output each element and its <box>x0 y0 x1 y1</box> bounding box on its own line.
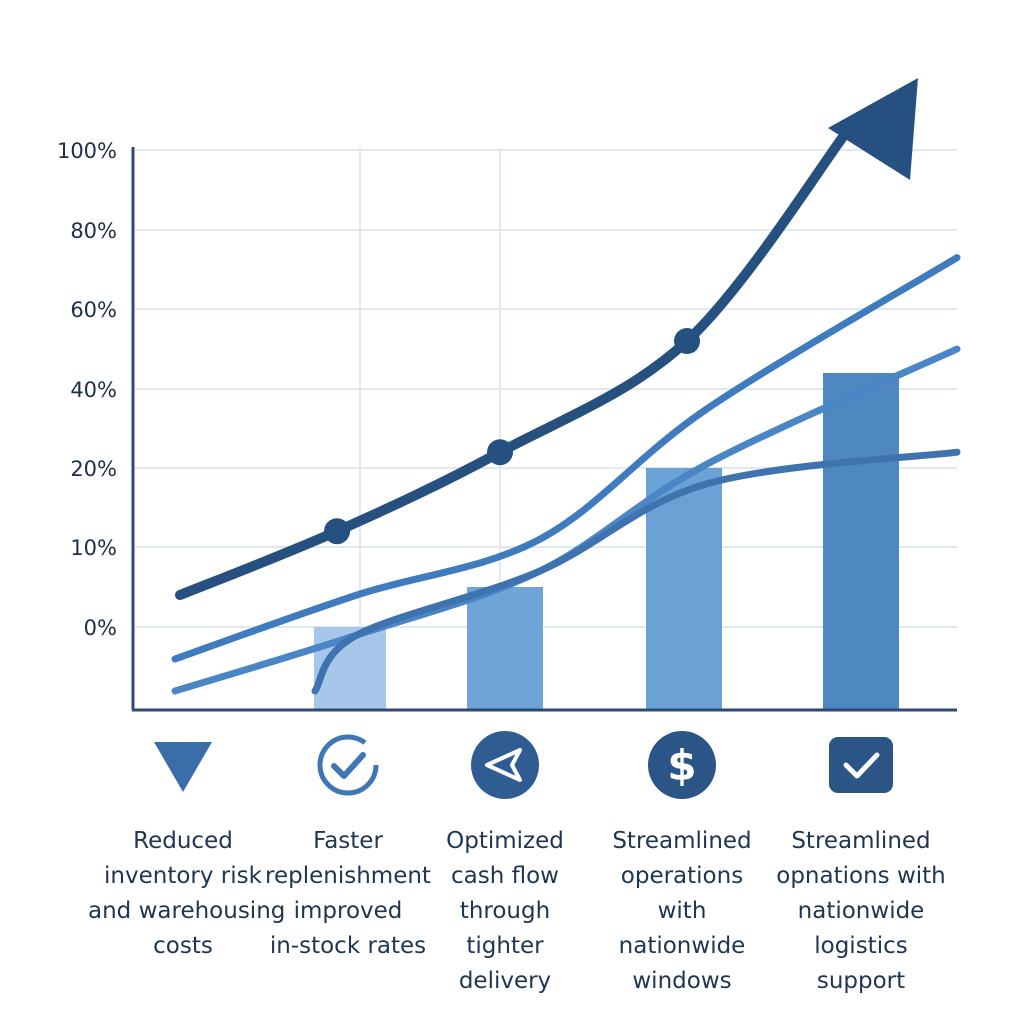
benefit-2: Faster replenishment improved in-stock r… <box>253 730 443 964</box>
check-circle-icon <box>317 734 379 796</box>
benefit-1: Reduced inventory risk and warehousing c… <box>88 730 286 964</box>
bar <box>646 468 722 709</box>
trend-arrow-head <box>828 78 918 180</box>
series-line-trend-4 <box>311 448 961 695</box>
svg-text:$: $ <box>667 741 696 790</box>
benefit-caption: Reduced inventory risk and warehousing c… <box>88 828 286 959</box>
benefit-caption: Optimized cash flow through tighter deli… <box>446 828 564 994</box>
data-point-marker <box>324 518 350 545</box>
send-arrow-icon <box>471 731 539 799</box>
y-tick-label: 10% <box>70 536 117 560</box>
y-tick-label: 20% <box>70 457 117 481</box>
benefit-4: $ Streamlined operations with nationwide… <box>587 730 777 999</box>
y-tick-label: 80% <box>70 219 117 243</box>
y-axis-ticks: 100% 80% 60% 40% 20% 10% 0% <box>57 139 117 640</box>
benefit-5: Streamlined opnations with nationwide lo… <box>766 730 956 999</box>
series-line-main-trend <box>175 125 853 600</box>
check-square-icon <box>829 737 893 793</box>
y-tick-label: 40% <box>70 378 117 402</box>
benefit-caption: Streamlined opnations with nationwide lo… <box>776 828 946 994</box>
bar <box>467 587 543 709</box>
y-tick-label: 0% <box>84 616 117 640</box>
y-tick-label: 100% <box>57 139 117 163</box>
y-tick-label: 60% <box>70 298 117 322</box>
benefit-caption: Faster replenishment improved in-stock r… <box>265 828 431 959</box>
line-series <box>171 78 961 695</box>
bar-series <box>314 373 899 709</box>
benefit-caption: Streamlined operations with nationwide w… <box>612 828 752 994</box>
series-line-trend-2 <box>171 254 961 663</box>
dollar-icon: $ <box>648 731 716 799</box>
data-point-marker <box>487 439 513 466</box>
triangle-down-icon <box>154 742 212 792</box>
bar <box>823 373 899 709</box>
data-point-marker <box>674 328 700 354</box>
benefit-3: Optimized cash flow through tighter deli… <box>410 730 600 999</box>
